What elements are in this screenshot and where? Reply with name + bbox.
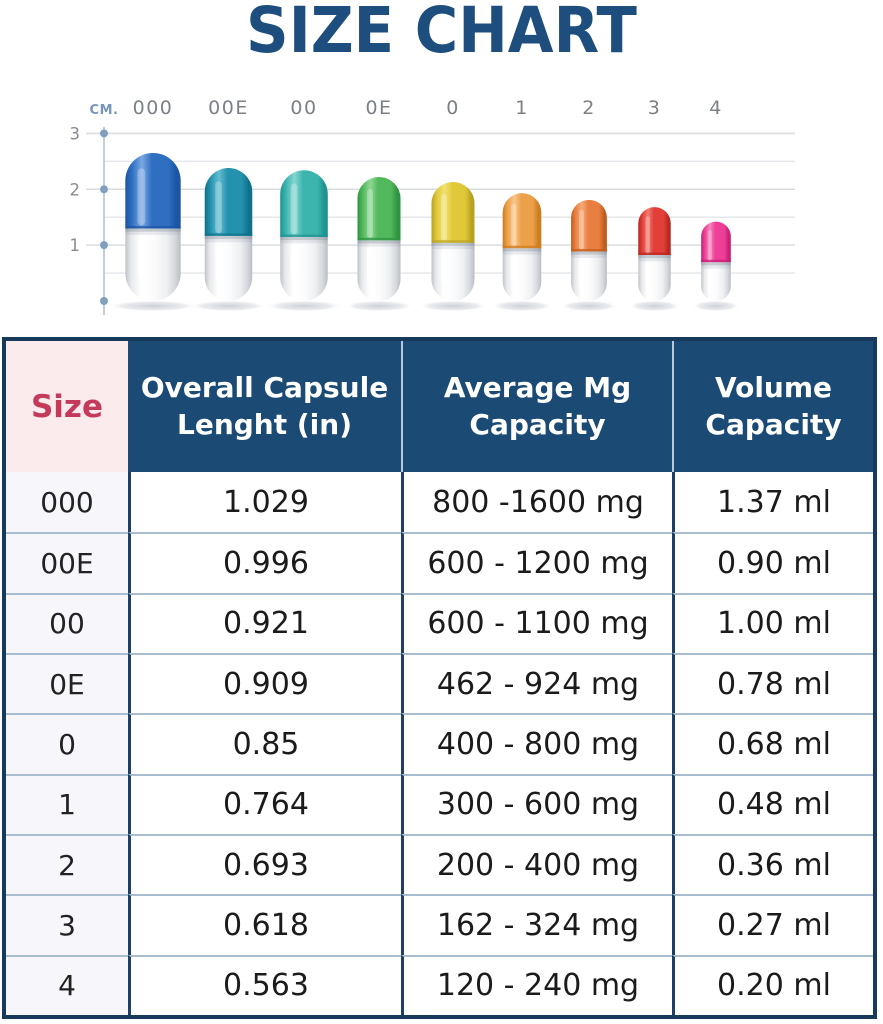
axis-label-1: 1 [70,236,82,255]
size-table: Size Overall Capsule Lenght (in) Average Mg… [2,337,877,1019]
cell-1-length_in: 0.764 [128,773,401,834]
capsule-label-00E: 00E [208,97,249,119]
cell-000-length_in: 1.029 [128,472,401,533]
column-header-line: Capacity [469,407,606,441]
column-header-1: Size [6,341,128,472]
cell-00E-length_in: 0.996 [128,532,401,593]
capsule-00: 00 [266,97,342,312]
capsule-4: 4 [692,97,740,312]
cell-00E-volume: 0.90 ml [672,532,873,593]
column-header-4: Volume Capacity [672,341,873,472]
cell-00-size: 00 [6,592,128,653]
cell-00-volume: 1.00 ml [672,592,873,653]
capsule-0: 0 [418,97,488,312]
capsule-1: 1 [491,97,553,312]
cell-3-length_in: 0.618 [128,894,401,955]
capsule-label-00: 00 [290,97,317,119]
axis-dot-0 [100,297,108,305]
cell-0E-volume: 0.78 ml [672,652,873,714]
cell-4-mg_capacity: 120 - 240 mg [401,954,672,1015]
cell-1-mg_capacity: 300 - 600 mg [401,773,672,834]
cell-1-size: 1 [6,773,128,834]
column-header-line: Overall Capsule [140,370,389,404]
capsule-label-1: 1 [515,97,529,119]
axis-unit-label: CM. [90,103,119,118]
axis-label-3: 3 [70,124,82,143]
cell-00-length_in: 0.921 [128,592,401,653]
capsule-label-3: 3 [648,97,662,119]
capsule-label-0: 0 [446,97,460,119]
column-header-line: Size [30,388,104,425]
column-header-line: Lenght (in) [177,407,352,441]
cell-3-mg_capacity: 162 - 324 mg [401,894,672,955]
column-header-2: Overall Capsule Lenght (in) [128,341,401,472]
capsule-000: 000 [108,97,198,312]
column-header-line: Capacity [705,407,842,441]
cell-4-volume: 0.20 ml [672,954,873,1015]
cell-4-length_in: 0.563 [128,954,401,1015]
cell-3-size: 3 [6,894,128,955]
column-header-3: Average Mg Capacity [401,341,672,472]
cell-4-size: 4 [6,954,128,1015]
cell-00E-size: 00E [6,532,128,593]
axis-dot-2 [100,185,108,194]
cell-00E-mg_capacity: 600 - 1200 mg [401,532,672,593]
axis-dot-3 [100,129,108,138]
column-header-line: Average Mg [443,370,632,404]
cell-2-length_in: 0.693 [128,833,401,895]
cell-2-mg_capacity: 200 - 400 mg [401,833,672,895]
cell-000-size: 000 [6,472,128,533]
cell-000-mg_capacity: 800 -1600 mg [401,472,672,533]
capsule-00E: 00E [190,97,267,312]
cell-00-mg_capacity: 600 - 1100 mg [401,592,672,653]
capsule-label-4: 4 [709,97,723,119]
cell-0-volume: 0.68 ml [672,713,873,774]
cell-2-volume: 0.36 ml [672,833,873,895]
axis-dot-1 [100,241,108,250]
cell-0-mg_capacity: 400 - 800 mg [401,713,672,774]
capsule-label-000: 000 [133,97,174,119]
cell-000-volume: 1.37 ml [672,472,873,533]
cell-0E-size: 0E [6,652,128,714]
cell-3-volume: 0.27 ml [672,894,873,955]
cell-0E-length_in: 0.909 [128,652,401,714]
capsule-3: 3 [628,97,681,312]
cell-2-size: 2 [6,833,128,895]
capsule-2: 2 [560,97,618,312]
capsule-0E: 0E [344,97,414,312]
axis-label-2: 2 [70,180,82,199]
column-header-line: Volume [714,370,833,404]
capsule-size-chart: 1 2 3 CM. 000 00E 00 0E 0 1 2 3 4 [70,97,795,315]
capsule-label-0E: 0E [365,97,392,119]
page-title: SIZE CHART [246,0,637,67]
capsule-label-2: 2 [582,97,596,119]
cell-0-length_in: 0.85 [128,713,401,774]
cell-0E-mg_capacity: 462 - 924 mg [401,652,672,714]
cell-1-volume: 0.48 ml [672,773,873,834]
cell-0-size: 0 [6,713,128,774]
